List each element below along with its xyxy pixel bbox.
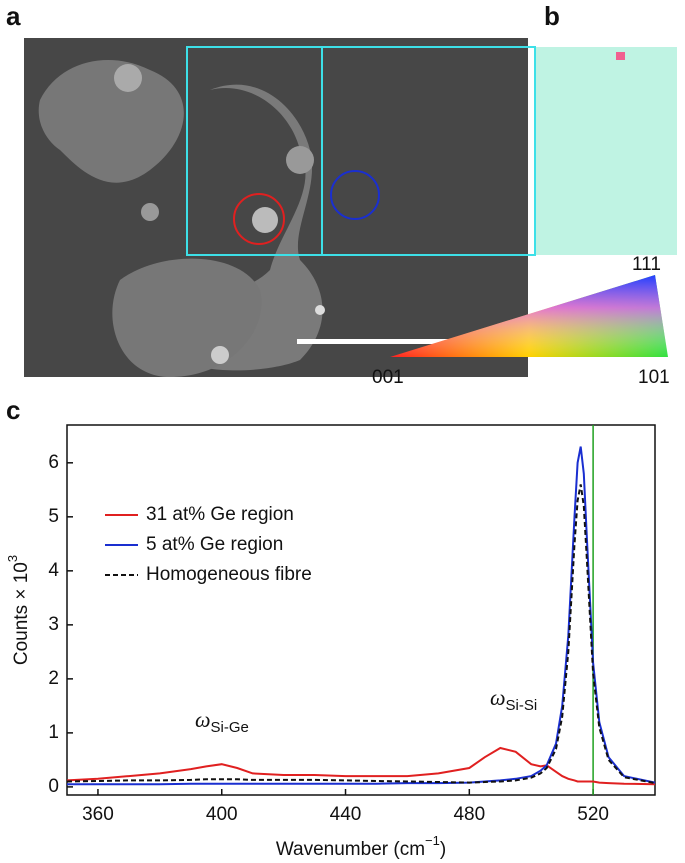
y-tick-label: 1 bbox=[48, 722, 59, 743]
orientation-map bbox=[535, 47, 677, 255]
y-tick-label: 5 bbox=[48, 506, 59, 527]
region-marker bbox=[233, 193, 285, 245]
legend-label: 31 at% Ge region bbox=[146, 504, 294, 525]
panel-label: c bbox=[6, 395, 20, 425]
x-tick-label: 480 bbox=[453, 804, 485, 825]
x-tick-label: 520 bbox=[577, 804, 609, 825]
series-line bbox=[66, 746, 656, 786]
x-axis-label: Wavenumber (cm−1) bbox=[276, 833, 446, 860]
annotation-symbol: ω bbox=[195, 707, 211, 732]
micrograph bbox=[24, 38, 528, 377]
x-tick-label: 440 bbox=[330, 804, 362, 825]
y-axis-label: Counts × 103 bbox=[5, 555, 32, 665]
legend-label: Homogeneous fibre bbox=[146, 564, 312, 585]
y-tick-label: 2 bbox=[48, 668, 59, 689]
panel-label: b bbox=[544, 1, 560, 31]
y-tick-label: 0 bbox=[48, 776, 59, 797]
key-label: 111 bbox=[632, 254, 661, 275]
series-line bbox=[66, 484, 656, 785]
scan-region bbox=[186, 46, 536, 256]
y-tick-label: 6 bbox=[48, 452, 59, 473]
series-line bbox=[67, 446, 656, 786]
annotation-subscript: Si-Si bbox=[506, 697, 538, 714]
color-key bbox=[390, 275, 668, 357]
x-tick-label: 360 bbox=[82, 804, 114, 825]
y-tick-label: 3 bbox=[48, 614, 59, 635]
plot-frame bbox=[66, 424, 656, 796]
grain bbox=[616, 52, 625, 60]
scale-bar bbox=[297, 339, 457, 344]
panel-label: a bbox=[6, 1, 21, 31]
region-marker bbox=[330, 170, 380, 220]
key-label: 101 bbox=[638, 367, 670, 388]
annotation-symbol: ω bbox=[490, 685, 506, 710]
key-label: 001 bbox=[372, 367, 404, 388]
legend-label: 5 at% Ge region bbox=[146, 534, 283, 555]
annotation-subscript: Si-Ge bbox=[211, 719, 249, 736]
y-tick-label: 4 bbox=[48, 560, 59, 581]
x-tick-label: 400 bbox=[206, 804, 238, 825]
annotation: ωSi-Ge bbox=[195, 707, 249, 736]
annotation: ωSi-Si bbox=[490, 685, 537, 714]
